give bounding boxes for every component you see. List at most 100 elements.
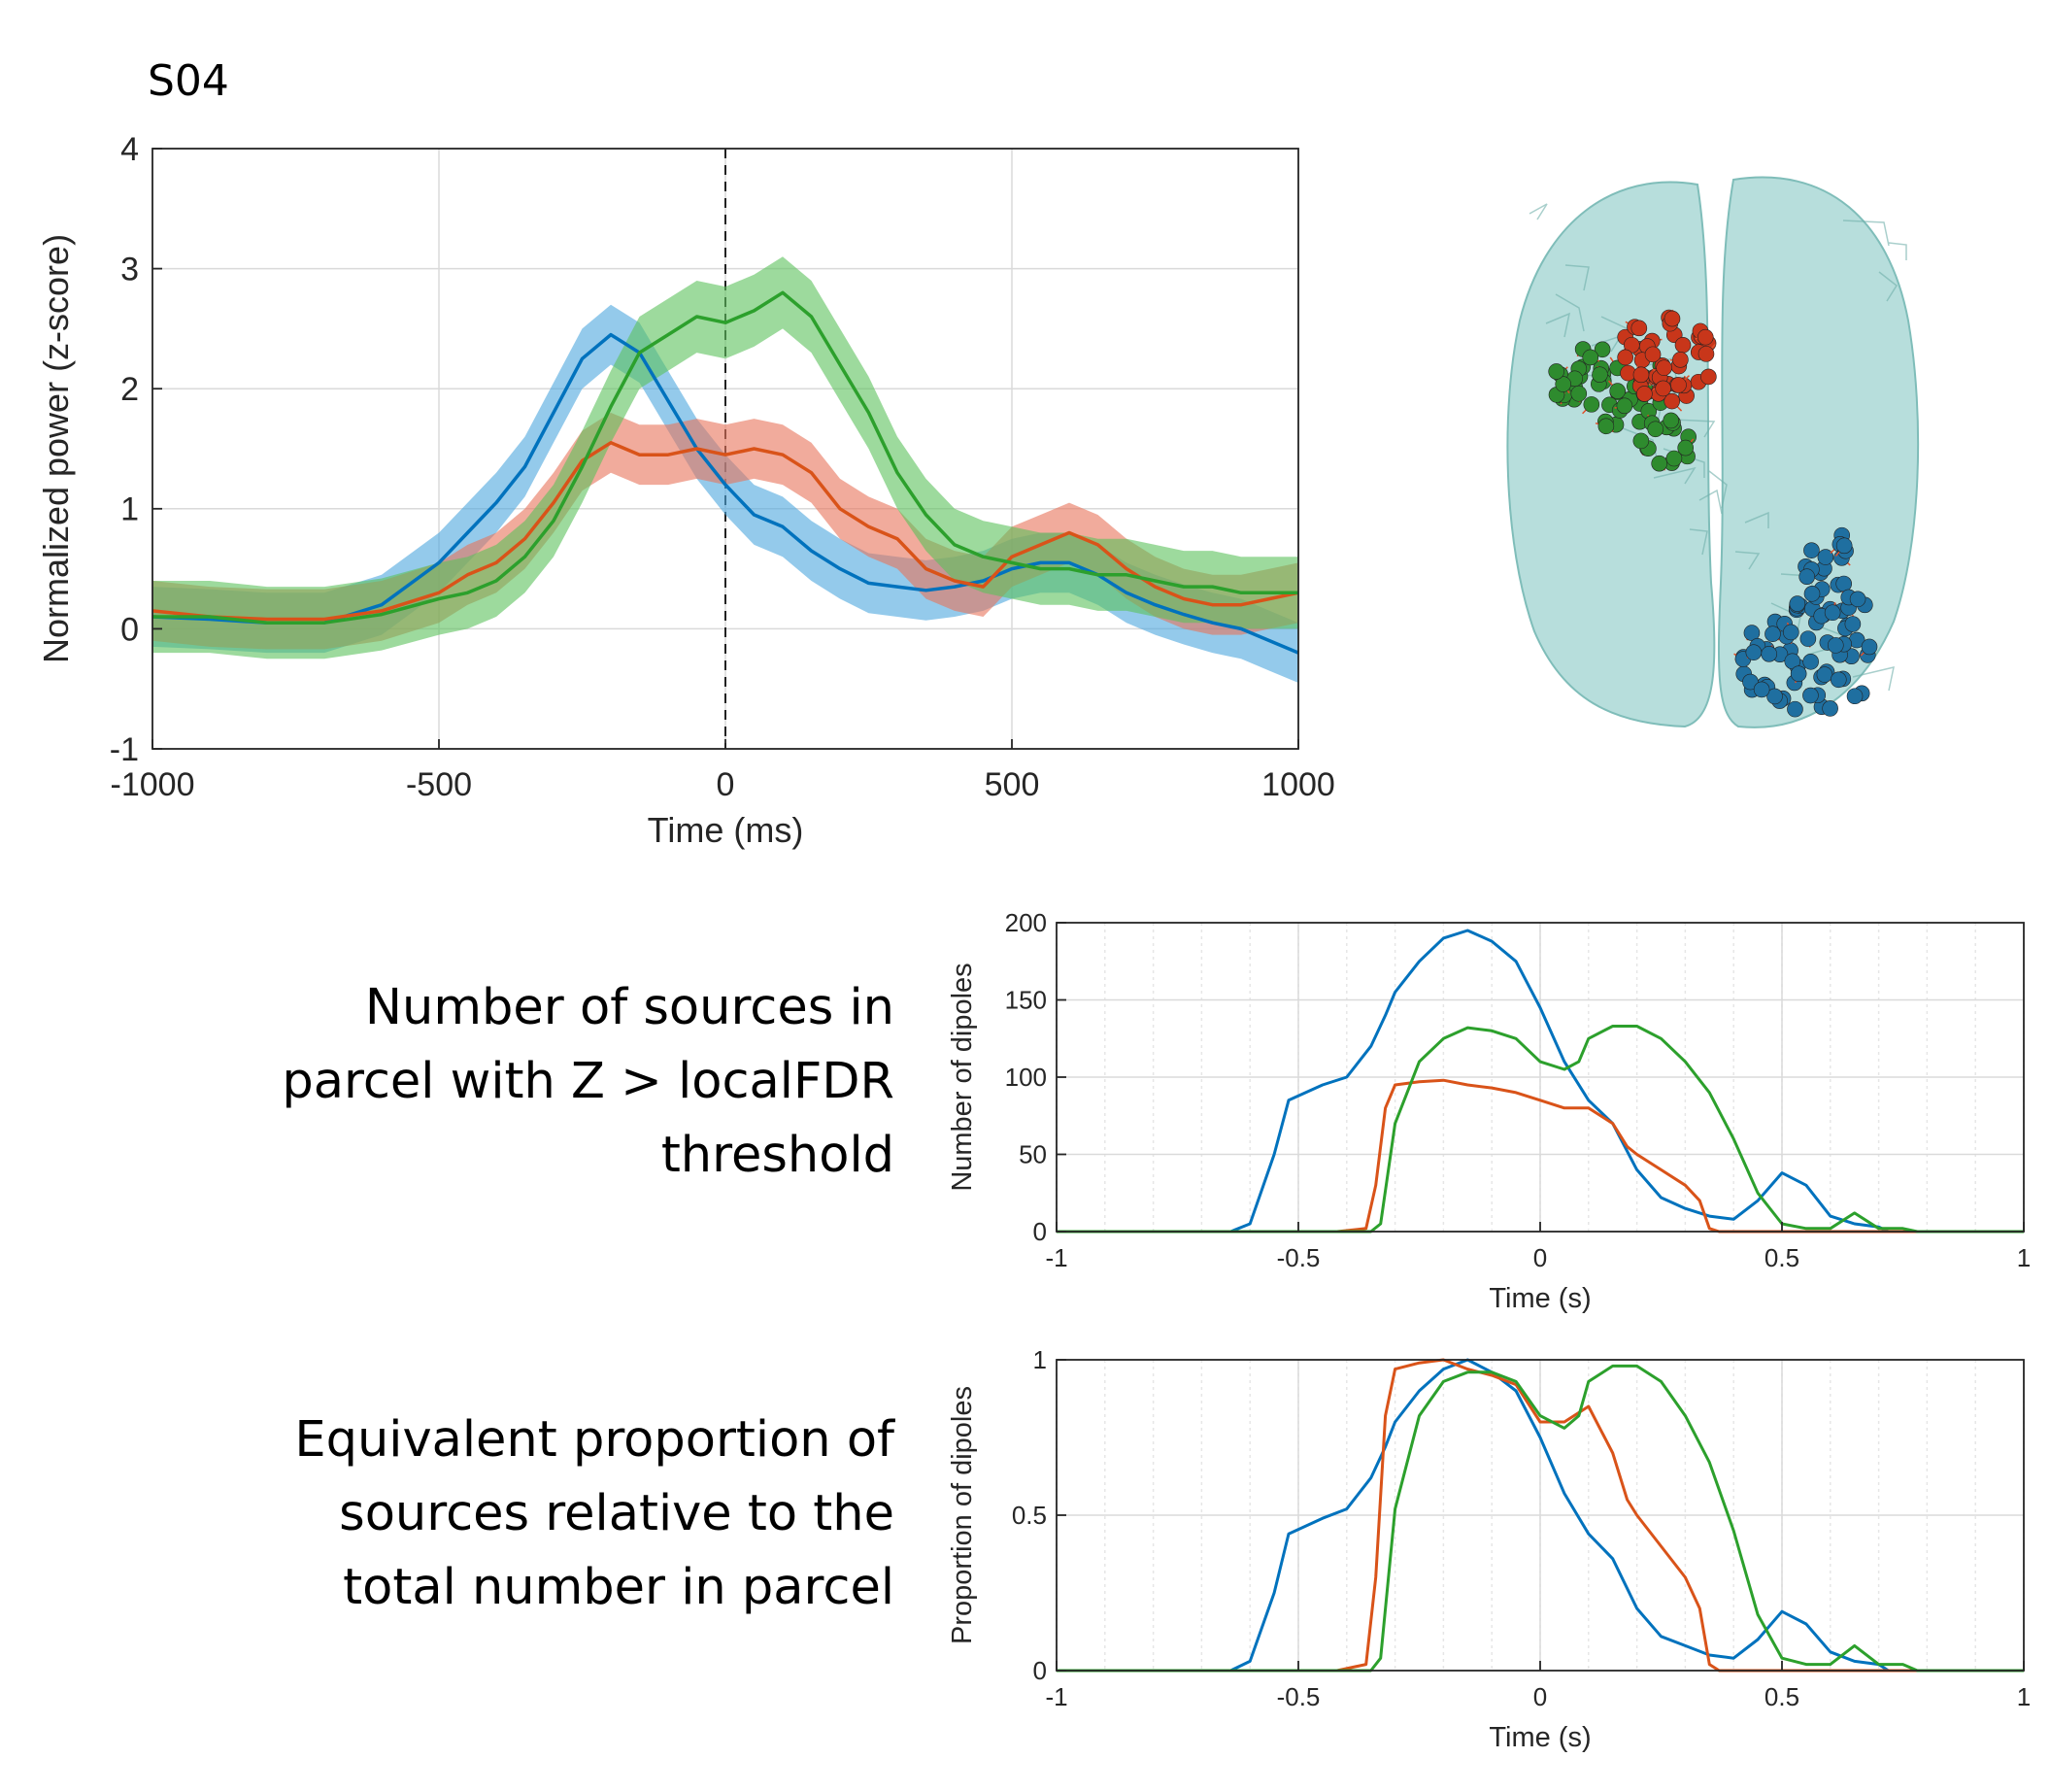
red-cluster-source (1630, 320, 1648, 337)
blue-cluster-source (1830, 671, 1847, 689)
y-tick-label: 100 (1005, 1063, 1047, 1092)
dipole-proportion-chart: -1 -0.5 0 0.5 1 0 0.5 1 Time (s) Proportion of di… (947, 1345, 2031, 1753)
green-cluster-source (1583, 396, 1600, 413)
y-tick-label: 50 (1019, 1140, 1047, 1169)
caption-line: Equivalent proportion of (294, 1411, 894, 1469)
x-tick-label: 1 (2017, 1682, 2031, 1711)
x-tick-label: -1 (1045, 1243, 1067, 1272)
blue-series-line (151, 332, 1299, 655)
green-cluster-source (1570, 385, 1588, 402)
cortex-texture (1842, 220, 1890, 247)
blue-cluster-source (1783, 624, 1799, 641)
red-cluster-source (1697, 328, 1714, 346)
y-tick-label: 150 (1005, 986, 1047, 1015)
x-tick-label: -500 (406, 766, 472, 803)
blue-cluster-source (1828, 637, 1844, 654)
x-axis-label: Time (ms) (648, 810, 804, 850)
red-cluster-source (1672, 352, 1689, 368)
blue-cluster-source (1761, 646, 1778, 662)
y-tick-label: 1 (120, 491, 139, 528)
red-cluster-source (1636, 386, 1653, 402)
red-cluster-source (1655, 380, 1671, 397)
x-axis-label: Time (s) (1489, 1722, 1591, 1753)
red-cluster-source (1632, 366, 1650, 384)
green-cluster-source (1609, 383, 1626, 399)
cortex-texture (1689, 528, 1708, 556)
green-series-line (152, 290, 1298, 625)
brain-render (1506, 176, 1920, 728)
blue-cluster-source (1816, 666, 1833, 683)
green-cluster-source (1548, 363, 1564, 380)
blue-cluster-source (1753, 681, 1770, 698)
cortex-texture (1529, 203, 1548, 220)
y-axis-label: Proportion of dipoles (947, 1386, 978, 1644)
cortex-texture (1888, 242, 1907, 260)
blue-series-line (1057, 929, 2024, 1234)
y-tick-label: 3 (120, 252, 139, 288)
caption-line: threshold (660, 1127, 894, 1184)
dipole-count-chart: -1 -0.5 0 0.5 1 0 50 100 150 200 Time (s) Number of… (947, 908, 2031, 1314)
blue-cluster-source (1835, 537, 1853, 555)
red-cluster-source (1674, 336, 1692, 354)
x-axis-label: Time (s) (1489, 1283, 1591, 1314)
red-cluster-source (1617, 349, 1633, 366)
caption-line: total number in parcel (343, 1559, 894, 1616)
green-cluster-source (1616, 397, 1633, 415)
blue-cluster-source (1789, 595, 1806, 612)
proportion-caption: Equivalent proportion of sources relativ… (294, 1403, 894, 1625)
blue-cluster-source (1824, 604, 1841, 622)
red-cluster-source (1644, 346, 1662, 363)
x-tick-label: 1 (2017, 1243, 2031, 1272)
red-cluster-source (1664, 392, 1681, 410)
green-series-line (1057, 1364, 2024, 1673)
cortex-texture (1636, 357, 1678, 383)
cortex-texture (1708, 470, 1728, 509)
y-tick-label: 0.5 (1012, 1501, 1047, 1530)
cortex-texture (1852, 665, 1895, 692)
green-cluster-source (1677, 439, 1694, 456)
x-tick-label: -0.5 (1277, 1243, 1321, 1272)
subject-label: S04 (148, 56, 229, 106)
y-tick-label: -1 (110, 731, 139, 768)
green-cluster-source (1647, 421, 1664, 438)
blue-cluster-source (1799, 630, 1817, 647)
blue-cluster-source (1766, 688, 1783, 705)
cortex-texture (1617, 425, 1659, 464)
caption-line: parcel with Z > localFDR (282, 1053, 894, 1110)
red-series-line (151, 441, 1299, 622)
x-tick-label: -1 (1045, 1682, 1067, 1711)
cortex-texture (1555, 293, 1585, 332)
red-series-line (1057, 1078, 2024, 1234)
caption-line: sources relative to the (339, 1485, 894, 1542)
red-cluster-source (1656, 359, 1672, 376)
blue-cluster-source (1798, 568, 1815, 586)
y-tick-label: 1 (1033, 1345, 1047, 1374)
green-cluster-source (1582, 349, 1599, 366)
blue-cluster-source (1742, 673, 1759, 691)
red-cluster-source (1697, 346, 1715, 362)
x-tick-label: -0.5 (1277, 1682, 1321, 1711)
red-cluster-source (1664, 310, 1681, 327)
cortex-texture (1734, 551, 1761, 570)
cortex-texture (1545, 312, 1571, 338)
green-cluster-source (1665, 450, 1683, 467)
cortex-texture (1564, 264, 1590, 291)
x-tick-label: 0.5 (1764, 1243, 1799, 1272)
y-axis-label: Number of dipoles (947, 963, 978, 1191)
blue-cluster-source (1803, 585, 1821, 602)
blue-cluster-source (1861, 638, 1878, 656)
cortex-texture (1653, 466, 1697, 485)
blue-cluster-source (1817, 549, 1834, 565)
blue-cluster-source (1790, 665, 1807, 682)
y-tick-label: 0 (1033, 1217, 1047, 1246)
blue-cluster-source (1764, 626, 1781, 642)
cortex-texture (1672, 419, 1716, 438)
green-series-line (1057, 1025, 2024, 1234)
x-tick-label: -1000 (111, 766, 195, 803)
blue-cluster-source (1822, 700, 1838, 717)
blue-cluster-source (1844, 616, 1862, 632)
cortex-texture (1878, 271, 1898, 302)
blue-cluster-source (1787, 700, 1803, 718)
x-tick-label: 500 (985, 766, 1040, 803)
